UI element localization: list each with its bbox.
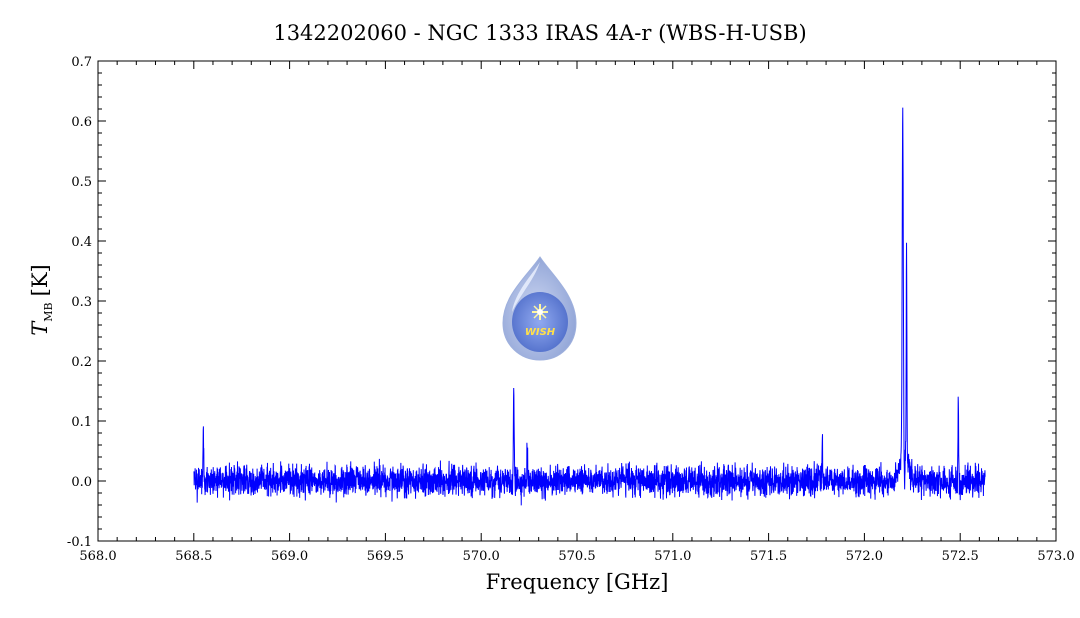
y-tick-label: 0.7 [71, 55, 92, 70]
x-tick-label: 571.5 [750, 549, 787, 564]
spectrum-series-line [193, 107, 986, 506]
svg-text:TMB[K]: TMB [K] [28, 264, 55, 335]
x-tick-label: 572.5 [942, 549, 979, 564]
y-tick-label: -0.1 [67, 535, 92, 550]
x-tick-label: 570.5 [558, 549, 595, 564]
y-tick-labels: -0.1 0.0 0.1 0.2 0.3 0.4 0.5 0.6 0.7 [67, 55, 92, 550]
x-tick-label: 568.0 [79, 549, 116, 564]
y-axis-label: TMB [K] [28, 264, 55, 335]
x-tick-labels: 568.0 569.0 569.5 570.0 570.5 571.0 571.5 572.0… [79, 549, 1074, 564]
x-axis-label: Frequency [GHz] [486, 570, 669, 594]
logo-inner-glow [512, 292, 568, 352]
x-tick-label: 568.5 [175, 549, 212, 564]
x-tick-label: 573.0 [1037, 549, 1074, 564]
plot-frame [97, 60, 1057, 542]
y-axis-label-symbol: T [28, 320, 52, 336]
y-tick-label: 0.4 [71, 235, 92, 250]
x-tick-label: 569.0 [271, 549, 308, 564]
y-tick-label: 0.3 [71, 295, 92, 310]
x-tick-label: 570.0 [463, 549, 500, 564]
x-tick-label: 569.5 [367, 549, 404, 564]
y-tick-label: 0.1 [71, 415, 92, 430]
y-axis-label-unit: [K] [28, 264, 52, 296]
x-tick-label: 571.0 [654, 549, 691, 564]
x-tick-label: 572.0 [846, 549, 883, 564]
logo-star-icon [532, 304, 548, 320]
y-tick-label: 0.2 [71, 355, 92, 370]
y-tick-label: 0.0 [71, 475, 92, 490]
logo-highlight [512, 262, 540, 312]
logo-text: WISH [525, 327, 556, 338]
y-tick-label: 0.5 [71, 175, 92, 190]
y-axis-label-subscript: MB [42, 302, 55, 321]
chart-title: 1342202060 - NGC 1333 IRAS 4A-r (WBS-H-U… [273, 21, 806, 45]
wish-logo: WISH [502, 256, 577, 361]
y-tick-label: 0.6 [71, 115, 92, 130]
